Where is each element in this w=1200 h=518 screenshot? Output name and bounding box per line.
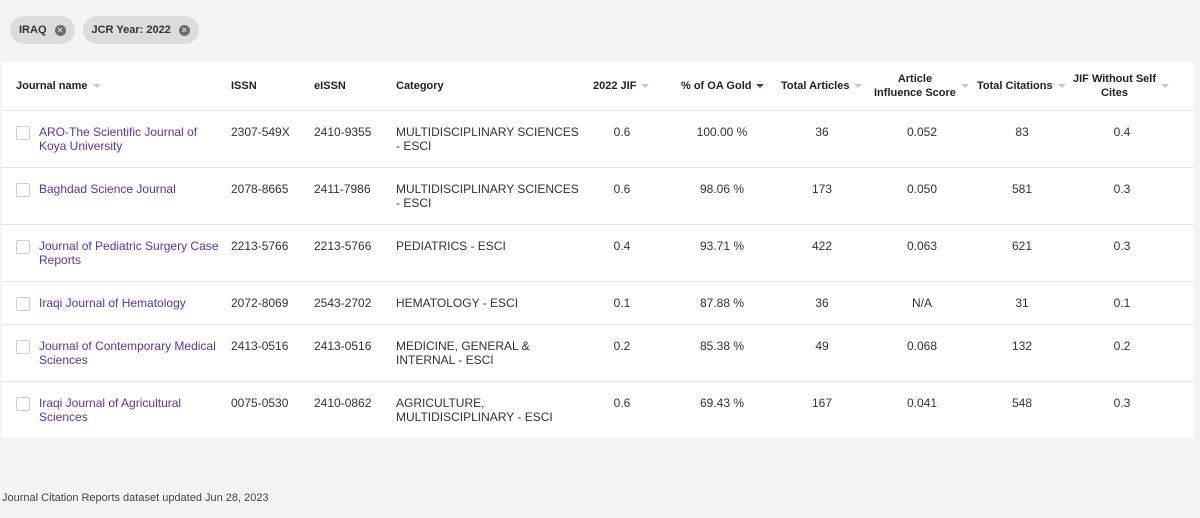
filter-chips: IRAQ × JCR Year: 2022 × (10, 16, 199, 44)
issn-value: 2213-5766 (231, 239, 289, 253)
oa-gold-value: 69.43 % (699, 396, 745, 410)
dataset-updated-note: Journal Citation Reports dataset updated… (2, 492, 269, 504)
jif-value: 0.4 (613, 239, 631, 253)
issn-value: 2413-0516 (231, 339, 289, 353)
journal-name-link[interactable]: Journal of Pediatric Surgery Case Reports (39, 239, 219, 267)
caret-down-icon (960, 84, 969, 88)
oa-gold-value: 100.00 % (696, 125, 748, 139)
total-citations-value: 83 (1015, 125, 1029, 139)
total-articles-value: 36 (815, 125, 829, 139)
issn-value: 2078-8665 (231, 182, 289, 196)
jif-without-self-cites-value: 0.2 (1113, 339, 1131, 353)
eissn-value: 2411-7986 (314, 182, 371, 196)
caret-down-icon (1057, 84, 1066, 88)
table-row: Iraqi Journal of Hematology 2072-8069 2543… (2, 281, 1194, 324)
column-header-article-influence-score[interactable]: Article Influence Score (874, 62, 969, 110)
issn-value: 2307-549X (231, 125, 290, 139)
category-value: MULTIDISCIPLINARY SCIENCES - ESCI (396, 125, 579, 153)
filter-chip-label: IRAQ (19, 24, 47, 36)
column-header-total-citations[interactable]: Total Citations (977, 62, 1066, 110)
total-citations-value: 132 (1011, 339, 1033, 353)
jif-without-self-cites-value: 0.1 (1113, 296, 1131, 310)
journal-name-link[interactable]: Baghdad Science Journal (39, 182, 176, 196)
column-header-jif[interactable]: 2022 JIF (593, 62, 650, 110)
journal-name-link[interactable]: Iraqi Journal of Hematology (39, 296, 186, 310)
jif-without-self-cites-value: 0.3 (1113, 239, 1131, 253)
total-citations-value: 621 (1011, 239, 1033, 253)
journal-name-link[interactable]: Journal of Contemporary Medical Sciences (39, 339, 216, 367)
eissn-value: 2543-2702 (314, 296, 372, 310)
jif-value: 0.1 (613, 296, 631, 310)
oa-gold-value: 93.71 % (699, 239, 745, 253)
total-articles-value: 422 (811, 239, 833, 253)
caret-down-icon (641, 84, 650, 88)
article-influence-score-value: 0.063 (906, 239, 938, 253)
journal-name-link[interactable]: Iraqi Journal of Agricultural Sciences (39, 396, 182, 424)
caret-down-icon (92, 84, 101, 88)
jif-without-self-cites-value: 0.3 (1113, 396, 1131, 410)
filter-chip-label: JCR Year: 2022 (91, 24, 171, 36)
filter-chip-year[interactable]: JCR Year: 2022 × (82, 16, 199, 44)
total-articles-value: 167 (811, 396, 833, 410)
row-checkbox[interactable] (16, 340, 30, 354)
article-influence-score-value: 0.068 (906, 339, 938, 353)
table-row: Baghdad Science Journal 2078-8665 2411-798… (2, 167, 1194, 224)
row-checkbox[interactable] (16, 297, 30, 311)
column-header-oa-gold[interactable]: % of OA Gold (681, 62, 765, 110)
oa-gold-value: 98.06 % (699, 182, 745, 196)
row-checkbox[interactable] (16, 397, 30, 411)
eissn-value: 2410-9355 (314, 125, 372, 139)
column-header-eissn: eISSN (314, 80, 346, 92)
category-value: MEDICINE, GENERAL & INTERNAL - ESCI (396, 339, 530, 367)
row-checkbox[interactable] (16, 240, 30, 254)
row-checkbox[interactable] (16, 183, 30, 197)
total-citations-value: 548 (1011, 396, 1033, 410)
caret-down-icon (854, 84, 863, 88)
jif-without-self-cites-value: 0.4 (1113, 125, 1131, 139)
eissn-value: 2213-5766 (314, 239, 372, 253)
jif-value: 0.2 (613, 339, 631, 353)
column-header-jif-without-self-cites[interactable]: JIF Without Self Cites (1073, 62, 1170, 110)
oa-gold-value: 85.38 % (699, 339, 745, 353)
article-influence-score-value: 0.041 (906, 396, 938, 410)
table-header: Journal name ISSN eISSN Category 2022 JI… (2, 62, 1194, 110)
article-influence-score-value: 0.052 (906, 125, 938, 139)
eissn-value: 2410-0862 (314, 396, 372, 410)
table-row: Journal of Contemporary Medical Sciences 2… (2, 324, 1194, 381)
close-circle-icon[interactable]: × (54, 24, 66, 36)
table-row: ARO-The Scientific Journal of Koya Univer… (2, 110, 1194, 167)
category-value: MULTIDISCIPLINARY SCIENCES - ESCI (396, 182, 579, 210)
table-row: Journal of Pediatric Surgery Case Reports… (2, 224, 1194, 281)
journals-table: Journal name ISSN eISSN Category 2022 JI… (2, 62, 1194, 438)
jif-without-self-cites-value: 0.3 (1113, 182, 1131, 196)
jif-value: 0.6 (613, 182, 631, 196)
column-header-issn: ISSN (231, 80, 257, 92)
jif-value: 0.6 (613, 396, 631, 410)
article-influence-score-value: 0.050 (906, 182, 938, 196)
category-value: HEMATOLOGY - ESCI (396, 296, 519, 310)
table-row: Iraqi Journal of Agricultural Sciences 007… (2, 381, 1194, 438)
column-header-total-articles[interactable]: Total Articles (781, 62, 863, 110)
issn-value: 2072-8069 (231, 296, 289, 310)
close-circle-icon[interactable]: × (178, 24, 190, 36)
jif-value: 0.6 (613, 125, 631, 139)
category-value: AGRICULTURE, MULTIDISCIPLINARY - ESCI (396, 396, 553, 424)
filter-chip-country[interactable]: IRAQ × (10, 16, 75, 44)
total-citations-value: 31 (1015, 296, 1029, 310)
total-articles-value: 49 (815, 339, 829, 353)
caret-down-icon (756, 84, 765, 88)
article-influence-score-value: N/A (911, 296, 932, 310)
total-articles-value: 36 (815, 296, 829, 310)
oa-gold-value: 87.88 % (699, 296, 745, 310)
category-value: PEDIATRICS - ESCI (396, 239, 506, 253)
eissn-value: 2413-0516 (314, 339, 372, 353)
column-header-category: Category (396, 80, 444, 92)
column-header-journal-name[interactable]: Journal name (16, 62, 101, 110)
total-articles-value: 173 (811, 182, 833, 196)
journal-name-link[interactable]: ARO-The Scientific Journal of Koya Univer… (39, 125, 198, 153)
total-citations-value: 581 (1011, 182, 1033, 196)
caret-down-icon (1161, 84, 1170, 88)
row-checkbox[interactable] (16, 126, 30, 140)
issn-value: 0075-0530 (231, 396, 289, 410)
